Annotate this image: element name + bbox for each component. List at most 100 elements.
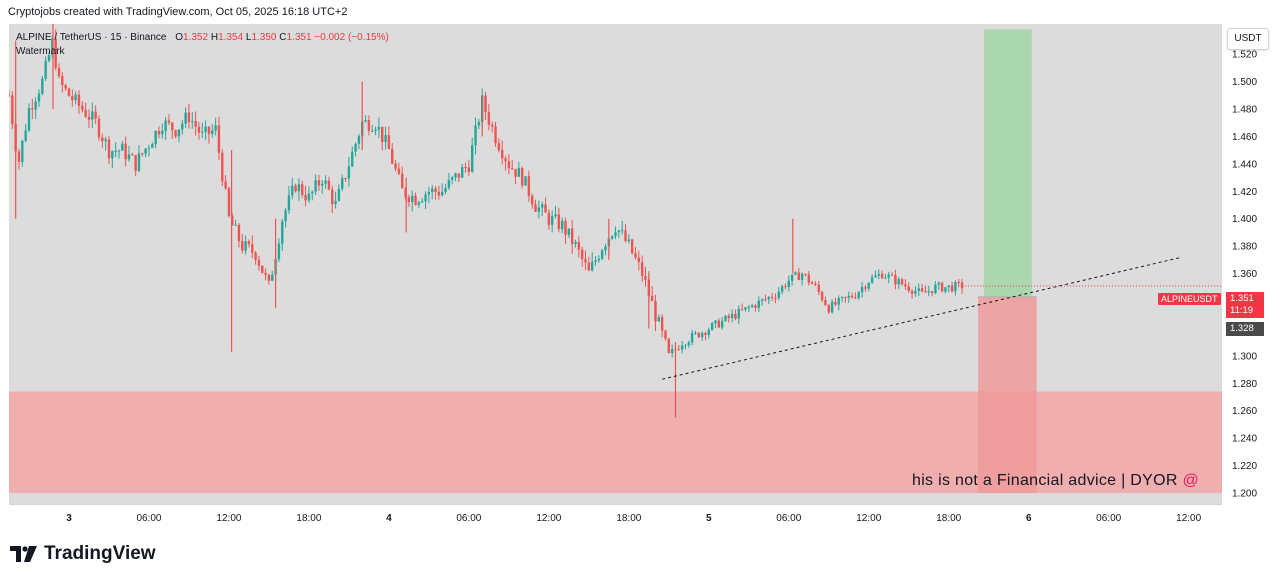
candle-body xyxy=(134,155,137,171)
candle-up xyxy=(374,126,377,136)
candle-up xyxy=(117,149,121,159)
price-axis[interactable]: 1.520 1.500 1.480 1.460 1.440 1.420 1.400 1.380… xyxy=(1222,24,1272,504)
candle-up xyxy=(51,35,54,59)
candle-body xyxy=(161,130,164,135)
candle-down xyxy=(317,174,321,192)
candle-up xyxy=(37,89,41,107)
candle-body xyxy=(267,274,271,281)
candle-body xyxy=(434,188,437,192)
candle-body xyxy=(660,317,664,331)
candle-up xyxy=(760,298,764,306)
candle-up xyxy=(181,120,184,135)
candle-body xyxy=(710,323,714,330)
candle-body xyxy=(201,131,204,133)
currency-button[interactable]: USDT xyxy=(1227,28,1269,50)
candle-down xyxy=(404,187,407,201)
candle-up xyxy=(234,219,237,226)
legend-change: −0.002 (−0.15%) xyxy=(314,32,389,43)
candle-body xyxy=(164,120,167,131)
candle-body xyxy=(484,95,487,113)
candle-body xyxy=(867,282,870,289)
candle-down xyxy=(251,235,254,259)
time-tick-label: 18:00 xyxy=(296,513,321,524)
candle-down xyxy=(650,286,654,302)
price-plot[interactable] xyxy=(9,24,1222,504)
candle-down xyxy=(644,267,647,287)
candle-down xyxy=(634,246,637,260)
candle-up xyxy=(431,184,434,200)
candle-body xyxy=(624,230,627,242)
candle-down xyxy=(697,332,701,339)
candle-down xyxy=(854,292,857,300)
legend-symbol[interactable]: ALPINE / TetherUS · 15 · Binance xyxy=(16,32,167,43)
candle-up xyxy=(184,107,187,128)
candle-up xyxy=(321,179,324,194)
candle-down xyxy=(381,126,384,151)
candle-body xyxy=(584,258,587,263)
candle-up xyxy=(191,112,194,129)
candle-body xyxy=(860,287,864,293)
candle-down xyxy=(754,303,757,312)
bar-countdown: 11:19 xyxy=(1230,305,1254,316)
tradingview-logo[interactable]: TradingView xyxy=(10,543,156,565)
candle-body xyxy=(594,260,597,263)
candle-body xyxy=(197,126,201,133)
candle-up xyxy=(214,117,217,136)
candle-body xyxy=(734,313,737,319)
candle-up xyxy=(324,175,327,189)
candle-body xyxy=(544,204,547,213)
candle-body xyxy=(850,295,854,298)
candle-body xyxy=(191,121,194,123)
candle-body xyxy=(927,291,930,293)
candle-down xyxy=(660,314,664,338)
candle-body xyxy=(857,292,860,298)
candle-up xyxy=(137,144,141,173)
candle-down xyxy=(241,233,244,254)
candle-up xyxy=(567,228,571,238)
candle-body xyxy=(944,287,947,292)
price-tick-label: 1.260 xyxy=(1232,406,1257,417)
candle-body xyxy=(797,272,800,280)
candle-body xyxy=(810,282,814,285)
candle-down xyxy=(624,224,627,243)
candle-body xyxy=(620,230,624,232)
candle-body xyxy=(44,60,47,79)
candle-down xyxy=(304,185,307,207)
candle-body xyxy=(384,135,387,142)
candle-body xyxy=(181,123,184,130)
candle-down xyxy=(784,283,787,290)
time-tick-label: 12:00 xyxy=(536,513,561,524)
candle-down xyxy=(654,294,657,332)
candle-up xyxy=(471,137,474,173)
symbol-legend[interactable]: ALPINE / TetherUS · 15 · Binance O1.352 … xyxy=(16,32,389,43)
candle-body xyxy=(431,188,434,192)
candle-down xyxy=(774,293,777,304)
candle-up xyxy=(281,219,284,251)
candle-up xyxy=(104,136,107,151)
candle-up xyxy=(724,314,727,322)
candle-body xyxy=(341,178,344,189)
candle-body xyxy=(37,93,41,102)
candle-up xyxy=(884,273,887,279)
target-zone xyxy=(984,29,1032,297)
time-axis[interactable]: 3 06:00 12:00 18:00 4 06:00 12:00 18:00 5 06:00 12… xyxy=(9,504,1222,529)
legend-low-label: L xyxy=(245,32,252,43)
disclaimer-text: his is not a Financial advice | DYOR @ xyxy=(912,472,1199,490)
candle-body xyxy=(954,282,957,292)
candle-body xyxy=(687,342,691,346)
chart-pane[interactable] xyxy=(9,24,1222,504)
candle-up xyxy=(151,142,154,148)
candle-up xyxy=(787,275,790,292)
candle-up xyxy=(311,190,314,201)
ascending-trendline xyxy=(662,256,1183,380)
candle-down xyxy=(257,255,261,271)
candle-down xyxy=(61,72,64,93)
candle-body xyxy=(297,184,301,192)
candle-up xyxy=(447,173,451,190)
candle-down xyxy=(391,142,394,165)
candle-body xyxy=(327,180,331,190)
candle-body xyxy=(807,274,810,283)
candle-down xyxy=(797,267,800,281)
candle-body xyxy=(41,78,44,94)
candle-up xyxy=(780,284,784,295)
